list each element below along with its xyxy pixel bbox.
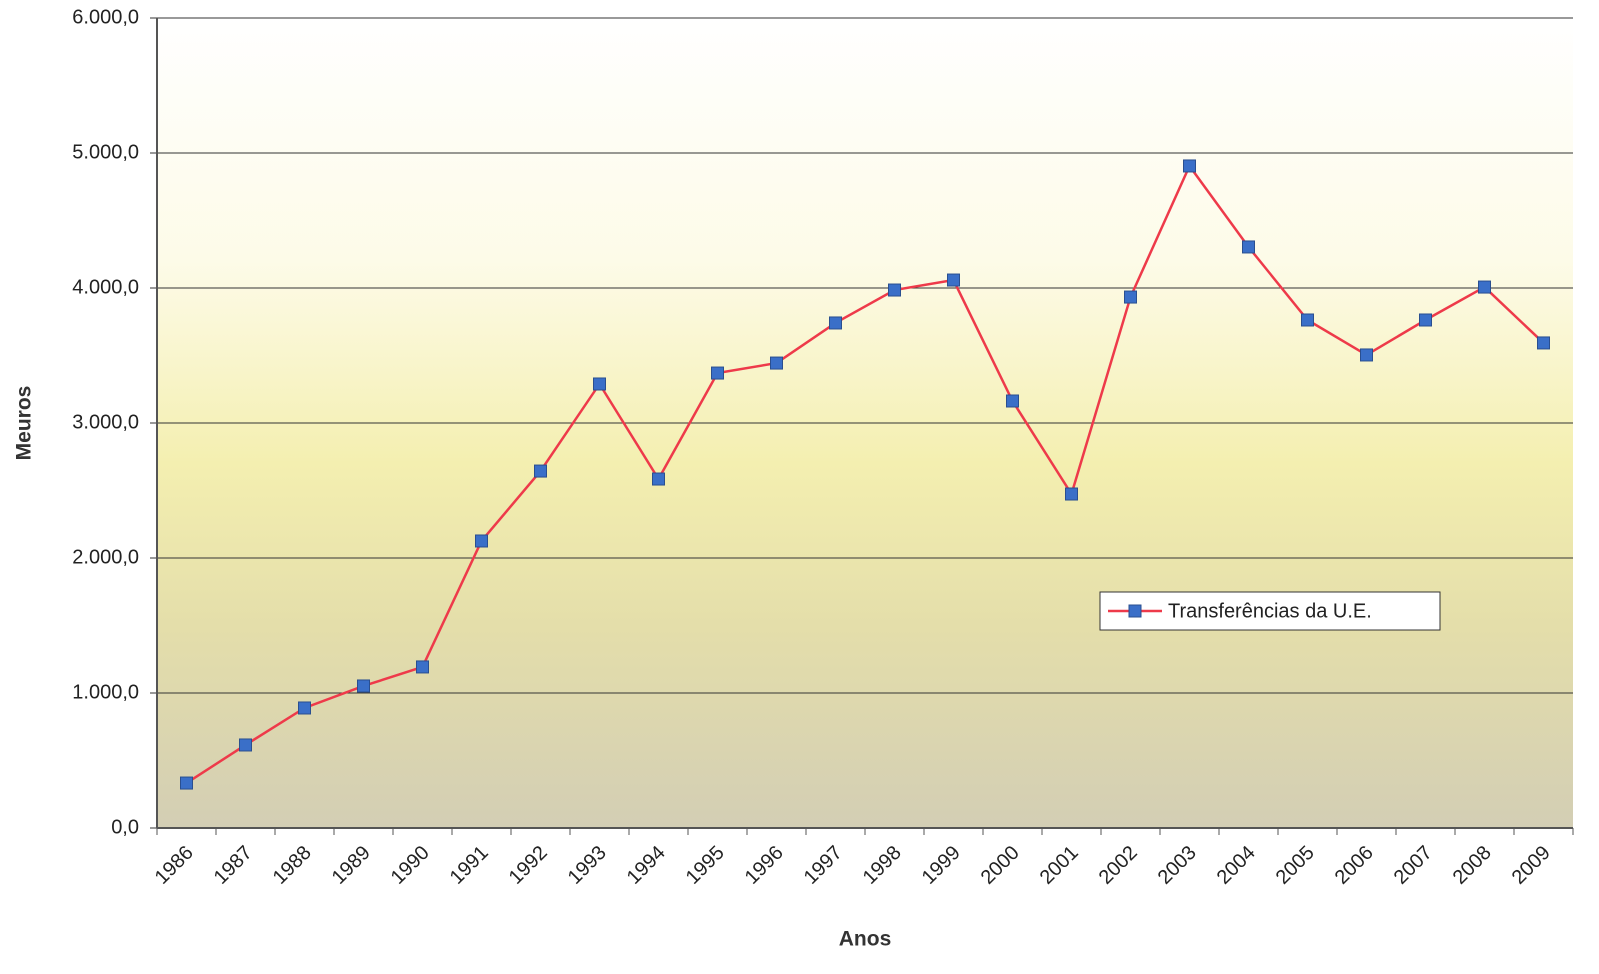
marker bbox=[475, 534, 488, 548]
x-tick-label: 1988 bbox=[269, 842, 316, 889]
x-tick-label: 2009 bbox=[1508, 842, 1555, 889]
marker bbox=[1006, 394, 1019, 408]
marker bbox=[593, 377, 606, 391]
x-tick-label: 2007 bbox=[1390, 842, 1437, 889]
x-tick-label: 2001 bbox=[1036, 842, 1083, 889]
marker bbox=[534, 464, 547, 478]
x-tick-label: 1986 bbox=[151, 842, 198, 889]
x-tick-label: 1989 bbox=[328, 842, 375, 889]
legend: Transferências da U.E. bbox=[1099, 591, 1441, 631]
marker bbox=[829, 316, 842, 330]
marker bbox=[416, 660, 429, 674]
y-tick-label: 4.000,0 bbox=[72, 276, 139, 298]
x-tick-label: 1991 bbox=[446, 842, 493, 889]
x-tick-label: 2008 bbox=[1449, 842, 1496, 889]
marker bbox=[1537, 336, 1550, 350]
y-tick-label: 6.000,0 bbox=[72, 6, 139, 28]
x-tick-label: 2003 bbox=[1154, 842, 1201, 889]
marker bbox=[947, 273, 960, 287]
x-tick-label: 2005 bbox=[1272, 842, 1319, 889]
x-tick-label: 1999 bbox=[918, 842, 965, 889]
series-line bbox=[185, 163, 1545, 785]
x-tick-label: 1998 bbox=[859, 842, 906, 889]
y-tick-label: 1.000,0 bbox=[72, 681, 139, 703]
marker bbox=[652, 472, 665, 486]
marker bbox=[711, 366, 724, 380]
marker bbox=[1242, 240, 1255, 254]
x-tick-label: 2002 bbox=[1095, 842, 1142, 889]
x-tick-label: 2004 bbox=[1213, 842, 1260, 889]
y-tick-label: 0,0 bbox=[111, 816, 139, 838]
x-tick-label: 2000 bbox=[977, 842, 1024, 889]
marker bbox=[1360, 348, 1373, 362]
x-tick-label: 1995 bbox=[682, 842, 729, 889]
marker bbox=[1183, 159, 1196, 173]
marker bbox=[180, 776, 193, 790]
marker bbox=[298, 701, 311, 715]
marker bbox=[1124, 290, 1137, 304]
x-tick-label: 1997 bbox=[800, 842, 847, 889]
x-tick-label: 1992 bbox=[505, 842, 552, 889]
x-tick-label: 1996 bbox=[741, 842, 788, 889]
y-axis-label: Meuros bbox=[13, 386, 36, 461]
x-tick-label: 2006 bbox=[1331, 842, 1378, 889]
marker bbox=[770, 356, 783, 370]
marker bbox=[239, 738, 252, 752]
x-tick-label: 1993 bbox=[564, 842, 611, 889]
marker bbox=[357, 679, 370, 693]
x-tick-label: 1987 bbox=[210, 842, 257, 889]
marker bbox=[888, 283, 901, 297]
legend-marker bbox=[1128, 604, 1142, 618]
legend-label: Transferências da U.E. bbox=[1168, 600, 1372, 622]
y-tick-label: 5.000,0 bbox=[72, 141, 139, 163]
marker bbox=[1065, 487, 1078, 501]
marker bbox=[1419, 313, 1432, 327]
marker bbox=[1301, 313, 1314, 327]
x-axis-label: Anos bbox=[839, 928, 892, 951]
x-tick-label: 1994 bbox=[623, 842, 670, 889]
marker bbox=[1478, 280, 1491, 294]
y-tick-label: 3.000,0 bbox=[72, 411, 139, 433]
x-tick-label: 1990 bbox=[387, 842, 434, 889]
y-tick-label: 2.000,0 bbox=[72, 546, 139, 568]
